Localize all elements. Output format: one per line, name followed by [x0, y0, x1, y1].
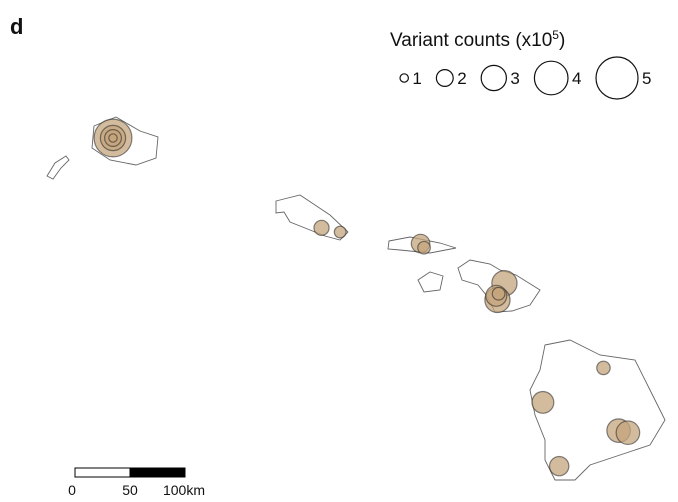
- variant-bubble: [596, 360, 611, 376]
- variant-bubble: [548, 455, 570, 477]
- niihau: [46, 155, 70, 180]
- scale-label: 50: [122, 482, 138, 498]
- variant-bubble: [108, 133, 118, 143]
- scale-label: 0: [68, 482, 76, 498]
- variant-bubble: [491, 286, 506, 301]
- panel-label: d: [10, 14, 23, 39]
- legend-title-end: ): [559, 30, 565, 51]
- scale-segment: [129, 467, 186, 478]
- variant-bubble: [333, 225, 347, 239]
- variant-bubble: [531, 390, 555, 414]
- legend-circle: [435, 68, 454, 87]
- legend-circle: [480, 64, 507, 92]
- islands: [46, 116, 666, 481]
- legend-label: 5: [642, 69, 651, 88]
- legend-title: Variant counts (x105): [390, 28, 565, 51]
- lanai: [417, 271, 444, 293]
- legend-label: 4: [572, 69, 581, 88]
- legend-label: 2: [457, 69, 466, 88]
- legend-label: 3: [510, 69, 519, 88]
- legend-title-text: Variant counts (x10: [390, 30, 552, 51]
- legend-circle: [595, 56, 639, 100]
- scale-segment: [74, 467, 131, 478]
- oahu: [275, 194, 349, 241]
- variant-bubble: [615, 420, 641, 446]
- legend-circle: [399, 73, 409, 83]
- variant-bubble: [417, 240, 431, 255]
- variant-bubble: [313, 219, 330, 237]
- scale-bar: 0 50 100km: [68, 467, 205, 498]
- legend-title-sup: 5: [552, 28, 559, 42]
- scale-label: 100km: [163, 482, 205, 498]
- legend-label: 1: [412, 69, 421, 88]
- legend-circle: [533, 60, 569, 96]
